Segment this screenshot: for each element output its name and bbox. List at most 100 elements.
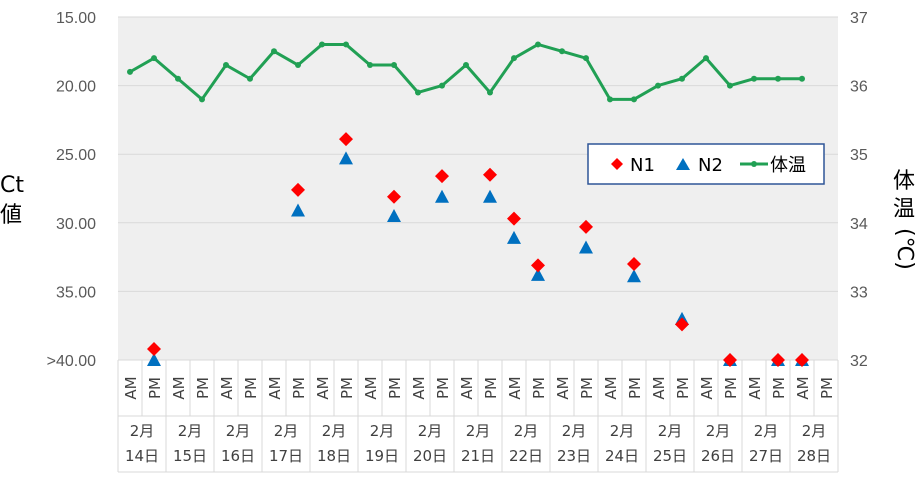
left-axis-label-line2: 値 <box>0 203 22 228</box>
n1-point <box>579 219 593 234</box>
n2-point <box>579 240 593 254</box>
slot-label: PM <box>242 377 260 399</box>
date-day-label: 24日 <box>605 447 639 465</box>
slot-label: AM <box>218 376 236 399</box>
temperature-point <box>319 41 325 48</box>
temperature-point <box>559 48 565 55</box>
legend: N1 N2 体温 <box>587 143 825 185</box>
date-day-label: 15日 <box>173 447 207 465</box>
n2-point <box>147 353 161 366</box>
temperature-point <box>463 62 469 69</box>
slot-label: PM <box>530 377 548 399</box>
temperature-point <box>343 41 349 48</box>
right-tick-label: 33 <box>850 284 868 301</box>
n2-point <box>435 189 449 203</box>
date-day-label: 17日 <box>269 447 303 465</box>
right-tick-label: 35 <box>850 147 868 164</box>
slot-label: PM <box>626 377 644 399</box>
date-month-label: 2月 <box>514 422 539 440</box>
slot-label: PM <box>338 377 356 399</box>
temperature-point <box>583 55 589 62</box>
slot-label: AM <box>170 376 188 399</box>
temperature-point <box>727 82 733 89</box>
date-day-label: 18日 <box>317 447 351 465</box>
temperature-point <box>127 68 133 75</box>
date-month-label: 2月 <box>274 422 299 440</box>
n1-point <box>483 167 497 182</box>
slot-label: AM <box>554 376 572 399</box>
left-tick-label: 30.00 <box>56 216 96 233</box>
date-month-label: 2月 <box>370 422 395 440</box>
n1-point <box>723 353 737 367</box>
n2-point <box>483 189 497 203</box>
date-day-label: 19日 <box>365 447 399 465</box>
legend-n2-marker <box>676 158 690 170</box>
n1-point <box>339 132 353 147</box>
date-day-label: 27日 <box>749 447 783 465</box>
slot-label: PM <box>194 377 212 399</box>
slot-label: AM <box>314 376 332 399</box>
slot-label: PM <box>146 377 164 399</box>
temperature-point <box>799 75 805 82</box>
left-tick-label: 25.00 <box>56 147 96 164</box>
left-tick-label: 20.00 <box>56 79 96 96</box>
slot-label: PM <box>818 377 836 399</box>
date-day-label: 21日 <box>461 447 495 465</box>
category-table: AM PM AM PM AM PM AM PM AM PM AM PM AM PM AM PM AM PM AM PM… <box>117 360 839 473</box>
date-day-label: 16日 <box>221 447 255 465</box>
slot-label: PM <box>578 377 596 399</box>
right-axis-label-line3: (℃) <box>892 228 917 270</box>
slot-label: AM <box>410 376 428 399</box>
slot-label: AM <box>698 376 716 399</box>
date-month-label: 2月 <box>562 422 587 440</box>
n1-point <box>531 258 545 273</box>
date-month-label: 2月 <box>802 422 827 440</box>
slot-label: AM <box>458 376 476 399</box>
n1-point <box>435 169 449 184</box>
slot-label: AM <box>362 376 380 399</box>
temperature-point <box>439 82 445 89</box>
date-month-label: 2月 <box>466 422 491 440</box>
series-n1 <box>147 132 809 367</box>
date-month-label: 2月 <box>418 422 443 440</box>
n1-point <box>795 353 809 367</box>
n2-point <box>531 267 545 281</box>
series-body-temperature <box>127 41 805 103</box>
date-day-label: 26日 <box>701 447 735 465</box>
slot-label: AM <box>266 376 284 399</box>
slot-label: AM <box>650 376 668 399</box>
left-tick-label: 15.00 <box>56 10 96 27</box>
right-axis-label-line2: 温 <box>893 197 915 222</box>
right-tick-label: 32 <box>850 353 868 370</box>
slot-label: PM <box>434 377 452 399</box>
date-month-label: 2月 <box>322 422 347 440</box>
n1-point <box>147 342 161 357</box>
temperature-point <box>751 75 757 82</box>
n2-point <box>387 208 401 222</box>
left-axis-ticks: 15.00 20.00 25.00 30.00 35.00 >40.00 <box>47 10 96 370</box>
date-month-label: 2月 <box>610 422 635 440</box>
temperature-point <box>655 82 661 89</box>
temperature-point <box>199 96 205 103</box>
temperature-point <box>247 75 253 82</box>
temperature-point <box>367 62 373 69</box>
temperature-point <box>223 62 229 69</box>
n2-point <box>507 230 521 244</box>
slot-label: PM <box>290 377 308 399</box>
legend-temp-label: 体温 <box>770 155 806 176</box>
temperature-point <box>511 55 517 62</box>
slot-label: PM <box>386 377 404 399</box>
n1-point <box>627 256 641 271</box>
legend-n1-marker <box>611 158 623 170</box>
legend-n1-label: N1 <box>630 155 655 176</box>
right-tick-label: 37 <box>850 10 868 27</box>
n2-point <box>339 151 353 165</box>
date-day-label: 14日 <box>125 447 159 465</box>
slot-label: AM <box>746 376 764 399</box>
temperature-point <box>535 41 541 48</box>
slot-label: AM <box>122 376 140 399</box>
n1-point <box>291 182 305 197</box>
slot-label: PM <box>674 377 692 399</box>
slot-label: AM <box>794 376 812 399</box>
